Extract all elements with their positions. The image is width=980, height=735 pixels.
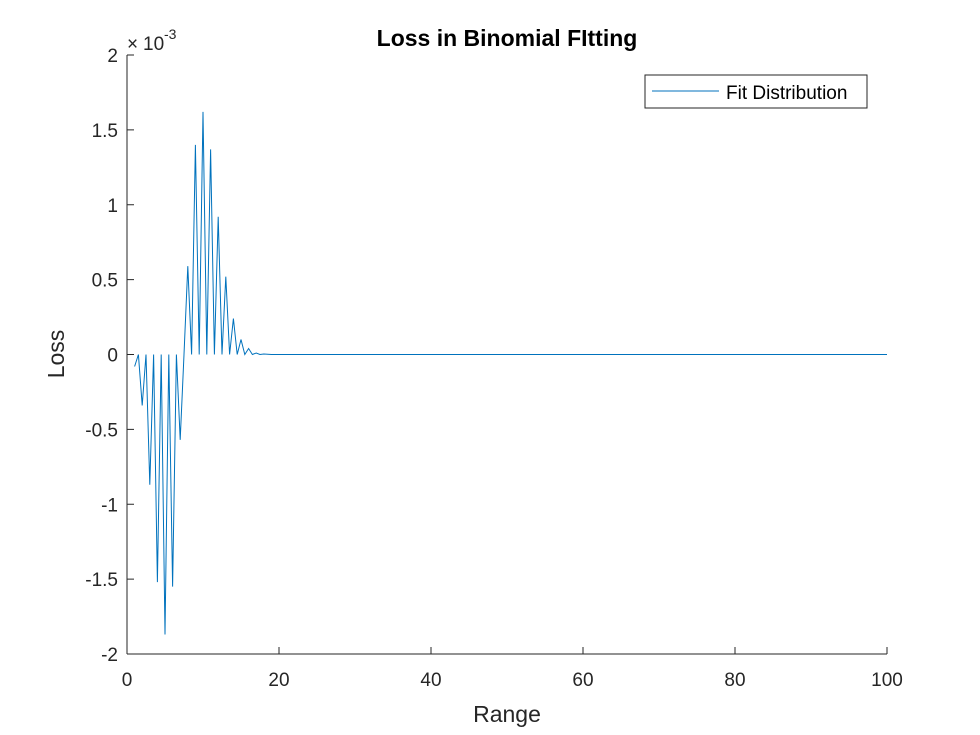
x-axis-label: Range (473, 701, 541, 727)
y-exponent-base: 10 (143, 34, 164, 55)
x-tick-label: 40 (420, 670, 441, 691)
series-line-0 (134, 111, 887, 635)
chart-title: Loss in Binomial FItting (377, 25, 638, 51)
y-tick-label: 2 (107, 46, 118, 67)
y-tick-label: -2 (101, 645, 118, 666)
y-tick-label: -0.5 (85, 420, 118, 441)
y-tick-label: -1.5 (85, 570, 118, 591)
y-exponent-power: -3 (164, 26, 177, 42)
x-tick-label: 0 (122, 670, 133, 691)
x-tick-label: 80 (724, 670, 745, 691)
y-tick-label: 1 (107, 196, 118, 217)
y-tick-label: -1 (101, 495, 118, 516)
legend-entry-fit-distribution: Fit Distribution (726, 83, 847, 104)
legend: Fit Distribution (644, 74, 868, 109)
y-tick-label: 1.5 (92, 121, 118, 142)
x-tick-label: 60 (572, 670, 593, 691)
y-axis-label: Loss (43, 330, 69, 379)
y-tick-label: 0 (107, 346, 118, 367)
y-tick-label: 0.5 (92, 271, 118, 292)
axes-layer: 0 20 40 60 80 100 -2 -1.5 -1 -0.5 0 0.5 1 1.5 2 (85, 46, 903, 691)
series-layer (134, 111, 887, 635)
y-exponent-times: × (127, 34, 138, 55)
x-tick-label: 20 (268, 670, 289, 691)
x-tick-label: 100 (871, 670, 903, 691)
y-exponent: × 10 -3 (127, 26, 177, 55)
